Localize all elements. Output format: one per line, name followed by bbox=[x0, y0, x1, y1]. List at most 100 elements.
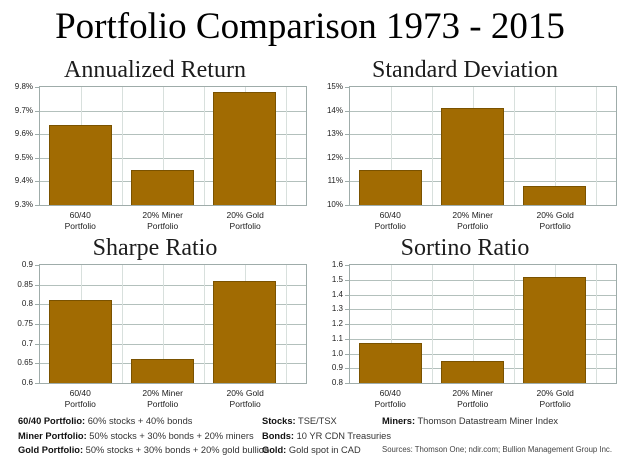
gridline-horizontal bbox=[350, 279, 616, 281]
y-axis-tick-mark bbox=[345, 181, 350, 183]
footer-asset-definitions: Stocks: TSE/TSX Bonds: 10 YR CDN Treasur… bbox=[262, 414, 391, 458]
y-axis-tick-label: 11% bbox=[327, 176, 343, 186]
gridline-vertical bbox=[285, 87, 287, 205]
y-axis-tick-mark bbox=[345, 294, 350, 296]
gridline-vertical bbox=[595, 265, 597, 383]
footer-term: Bonds: bbox=[262, 430, 295, 441]
x-axis-category-label: 20% Miner Portfolio bbox=[142, 210, 183, 232]
y-axis-tick-label: 9.7% bbox=[14, 105, 33, 115]
y-axis-tick-label: 1.1 bbox=[331, 333, 343, 343]
gridline-vertical bbox=[513, 265, 515, 383]
y-axis-tick-mark bbox=[345, 383, 350, 384]
x-axis-category-label: 20% Gold Portfolio bbox=[536, 388, 574, 410]
gridline-vertical bbox=[121, 265, 123, 383]
bar bbox=[213, 91, 277, 205]
plot-area: 0.8 0.9 1.0 1.1 1.2 1.3 1.4 1.5 1.6 bbox=[332, 261, 617, 387]
y-axis-tick-mark bbox=[345, 265, 350, 266]
gridline-horizontal bbox=[350, 309, 616, 311]
footer-definition-text: Thomson Datastream Miner Index bbox=[415, 416, 559, 426]
footer-definition: Miners: Thomson Datastream Miner Index bbox=[382, 414, 616, 429]
x-axis-category-label: 60/40 Portfolio bbox=[374, 388, 406, 410]
bar bbox=[49, 124, 113, 205]
y-axis-tick-label: 14% bbox=[326, 105, 343, 115]
y-axis-tick-mark bbox=[35, 383, 40, 384]
footer-term: 60/40 Portfolio: bbox=[18, 416, 86, 426]
y-axis-tick-mark bbox=[35, 284, 40, 286]
footer-portfolio-definitions: 60/40 Portfolio: 60% stocks + 40% bonds … bbox=[18, 414, 269, 458]
footer-definition-text: Gold spot in CAD bbox=[286, 445, 361, 455]
y-axis-tick-mark bbox=[345, 205, 350, 206]
footer-miners-and-sources: Miners: Thomson Datastream Miner Index S… bbox=[382, 414, 616, 458]
y-axis-tick-label: 0.9 bbox=[331, 363, 343, 373]
y-axis-tick-label: 1.2 bbox=[331, 319, 343, 328]
chart-panel-sortino-ratio: Sortino Ratio 0.8 0.9 1.0 1.1 1.2 1.3 1.4 1.5 1.… bbox=[310, 234, 620, 412]
plot-area: 9.3% 9.4% 9.5% 9.6% 9.7% 9.8% bbox=[15, 83, 307, 209]
x-axis-labels: 60/40 Portfolio 20% Miner Portfolio 20% Go… bbox=[39, 210, 307, 234]
y-axis-tick-mark bbox=[35, 343, 40, 345]
bar bbox=[523, 276, 587, 383]
gridline-vertical bbox=[431, 265, 433, 383]
y-axis-tick-label: 1.6 bbox=[331, 260, 343, 269]
y-axis-tick-mark bbox=[35, 324, 40, 325]
y-axis-tick-mark bbox=[345, 368, 350, 370]
y-axis-tick-mark bbox=[345, 157, 350, 159]
gridline-horizontal bbox=[350, 338, 616, 340]
y-axis-tick-mark bbox=[35, 157, 40, 159]
y-axis-tick-mark bbox=[35, 110, 40, 112]
gridline-vertical bbox=[121, 87, 123, 205]
gridline-horizontal bbox=[40, 304, 306, 306]
y-axis-tick-label: 0.8 bbox=[331, 378, 343, 387]
y-axis-tick-mark bbox=[35, 87, 40, 88]
bar bbox=[359, 169, 423, 205]
footer-spacer bbox=[382, 429, 616, 444]
footer-term: Miners: bbox=[382, 416, 416, 426]
gridline-vertical bbox=[595, 87, 597, 205]
x-axis-category-label: 60/40 Portfolio bbox=[374, 210, 406, 232]
y-axis-tick-label: 0.9 bbox=[21, 260, 33, 269]
chart-panel-sharpe-ratio: Sharpe Ratio 0.6 0.65 0.7 0.75 0.8 0.85 0.9 60… bbox=[0, 234, 310, 412]
x-axis-category-label: 20% Gold Portfolio bbox=[226, 388, 264, 410]
y-axis-tick-label: 15% bbox=[326, 82, 343, 91]
bar bbox=[49, 300, 113, 383]
y-axis-tick-label: 0.7 bbox=[21, 338, 33, 348]
y-axis-tick-mark bbox=[35, 181, 40, 183]
chart-panel-annualized-return: Annualized Return 9.3% 9.4% 9.5% 9.6% 9.7% 9.… bbox=[0, 56, 310, 234]
gridline-vertical bbox=[431, 87, 433, 205]
gridline-horizontal bbox=[40, 324, 306, 325]
x-axis-category-label: 20% Miner Portfolio bbox=[452, 388, 493, 410]
footer-definition: Gold Portfolio: 50% stocks + 30% bonds +… bbox=[18, 443, 269, 458]
y-axis-tick-label: 0.6 bbox=[21, 378, 33, 387]
chart-title: Standard Deviation bbox=[372, 57, 558, 83]
x-axis-category-label: 20% Miner Portfolio bbox=[452, 210, 493, 232]
y-axis-tick-label: 9.6% bbox=[14, 129, 33, 139]
y-axis-tick-label: 9.8% bbox=[14, 82, 33, 91]
y-axis-tick-mark bbox=[35, 363, 40, 365]
page-title: Portfolio Comparison 1973 - 2015 bbox=[55, 6, 565, 47]
y-axis-tick-label: 0.8 bbox=[21, 299, 33, 309]
y-axis-tick-label: 10% bbox=[326, 200, 343, 209]
y-axis-tick-mark bbox=[345, 353, 350, 355]
y-axis-tick-mark bbox=[345, 338, 350, 340]
y-axis-tick-label: 0.75 bbox=[17, 319, 33, 328]
y-axis-tick-label: 9.4% bbox=[14, 176, 33, 186]
chart-title: Sharpe Ratio bbox=[92, 235, 218, 261]
gridline-vertical bbox=[285, 265, 287, 383]
footer-term: Gold Portfolio: bbox=[18, 445, 84, 455]
chart-panel-standard-deviation: Standard Deviation 10% 11% 12% 13% 14% 15% 60… bbox=[310, 56, 620, 234]
y-axis-tick-label: 1.5 bbox=[331, 274, 343, 284]
y-axis-tick-label: 9.5% bbox=[14, 152, 33, 162]
bar bbox=[441, 360, 505, 383]
y-axis-tick-mark bbox=[35, 304, 40, 306]
y-axis-tick-mark bbox=[35, 134, 40, 136]
y-axis-tick-mark bbox=[345, 87, 350, 88]
y-axis-tick-mark bbox=[345, 279, 350, 281]
y-axis-tick-mark bbox=[35, 265, 40, 266]
gridline-vertical bbox=[390, 265, 392, 383]
x-axis-category-label: 60/40 Portfolio bbox=[64, 210, 96, 232]
footer-definition-text: 10 YR CDN Treasuries bbox=[294, 430, 391, 441]
gridline-vertical bbox=[390, 87, 392, 205]
bar bbox=[131, 359, 195, 383]
bar bbox=[213, 280, 277, 383]
gridline-vertical bbox=[554, 87, 556, 205]
sources-note: Sources: Thomson One; ndir.com; Bullion … bbox=[382, 445, 612, 454]
